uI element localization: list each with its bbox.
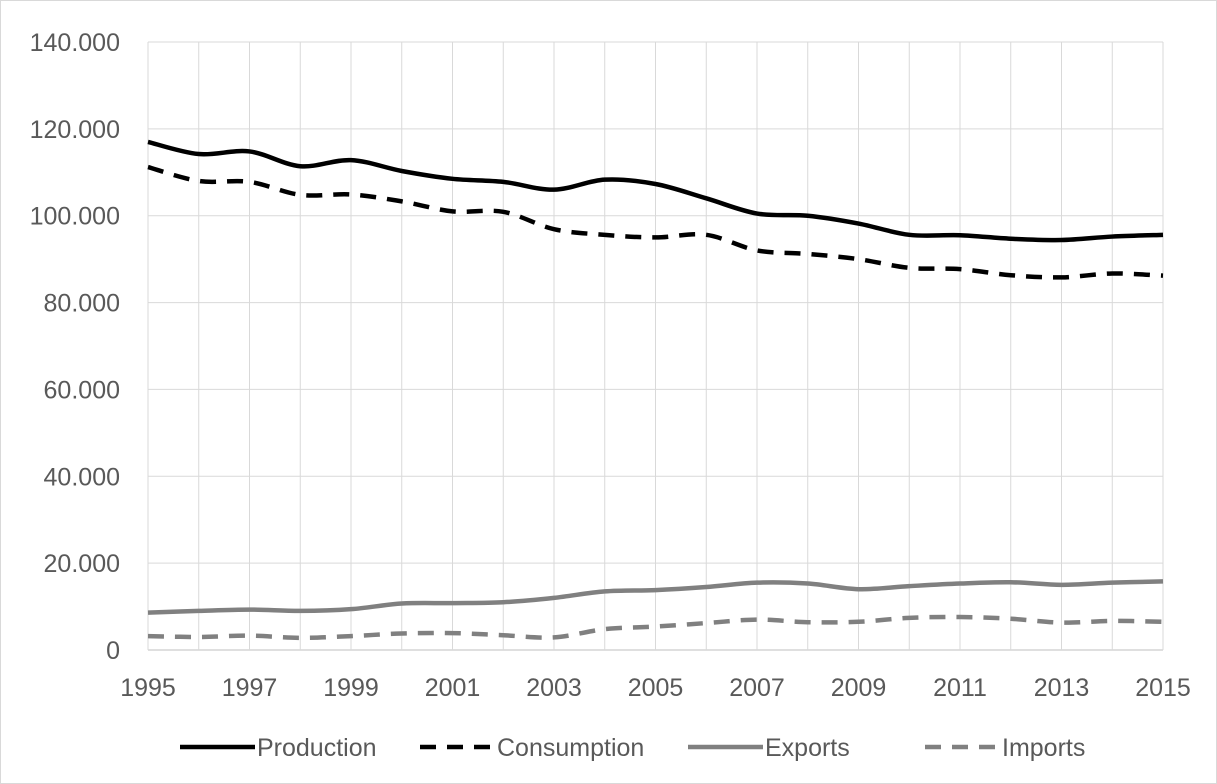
legend-label-imports: Imports — [1002, 734, 1085, 762]
series-line-exports — [147, 579, 1164, 615]
x-tick-label: 2007 — [729, 674, 785, 702]
y-tick-label: 40.000 — [44, 463, 120, 491]
x-tick-label: 2003 — [526, 674, 582, 702]
series-line-production — [147, 139, 1164, 243]
series-line-consumption — [147, 164, 1164, 280]
y-tick-label: 60.000 — [44, 376, 120, 404]
y-tick-label: 20.000 — [44, 550, 120, 578]
y-tick-label: 140.000 — [30, 29, 120, 57]
series-lines — [147, 139, 1164, 641]
y-tick-label: 120.000 — [30, 116, 120, 144]
x-tick-label: 1995 — [120, 674, 176, 702]
x-tick-label: 2013 — [1034, 674, 1090, 702]
y-tick-label: 80.000 — [44, 290, 120, 318]
series-line-imports — [147, 614, 1164, 641]
x-tick-label: 2005 — [628, 674, 684, 702]
x-tick-label: 1997 — [222, 674, 278, 702]
x-tick-label: 1999 — [323, 674, 379, 702]
x-tick-label: 2009 — [831, 674, 887, 702]
x-tick-label: 2011 — [933, 674, 987, 702]
x-tick-label: 2015 — [1135, 674, 1191, 702]
gridlines — [147, 41, 1164, 651]
legend-label-production: Production — [257, 734, 377, 762]
legend-label-exports: Exports — [765, 734, 850, 762]
x-axis-ticks: 1995 1997 1999 2001 2003 2005 2007 2009 2011 2013… — [120, 674, 1191, 702]
legend: Production Consumption Exports Imports — [180, 734, 1085, 762]
y-tick-label: 0 — [106, 637, 120, 665]
y-axis-ticks: 0 20.000 40.000 60.000 80.000 100.000 120.000 1… — [30, 29, 120, 665]
legend-label-consumption: Consumption — [497, 734, 644, 762]
y-tick-label: 100.000 — [30, 203, 120, 231]
x-tick-label: 2001 — [425, 674, 481, 702]
